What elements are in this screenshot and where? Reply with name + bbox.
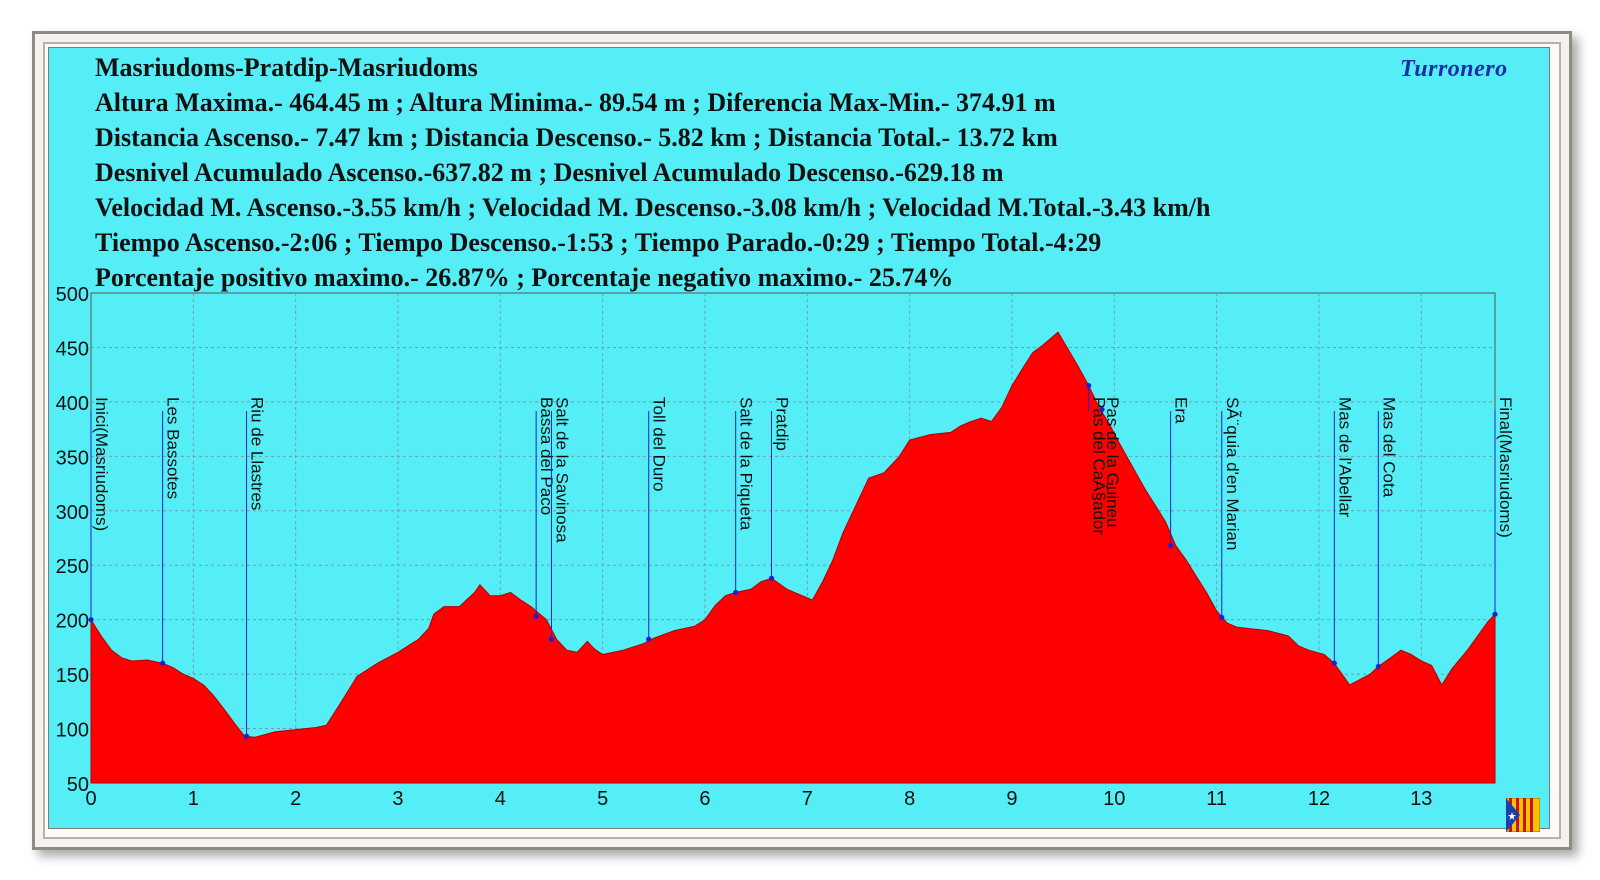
waypoint-label: Toll del Duro bbox=[650, 397, 669, 492]
waypoint-label: Salt de la Piqueta bbox=[737, 397, 756, 531]
elevation-fill bbox=[90, 331, 1496, 784]
flag-icon bbox=[1506, 798, 1540, 832]
elevation-area bbox=[90, 331, 1496, 784]
waypoint-label: Inici(Masriudoms) bbox=[92, 397, 111, 531]
y-tick-label: 400 bbox=[56, 393, 89, 415]
x-tick-label: 9 bbox=[1006, 788, 1017, 810]
waypoint-marker bbox=[768, 575, 775, 581]
stats-header: Masriudoms-Pratdip-Masriudoms Altura Max… bbox=[95, 50, 1445, 295]
x-tick-label: 6 bbox=[699, 788, 710, 810]
y-tick-label: 450 bbox=[56, 338, 89, 360]
x-tick-label: 13 bbox=[1410, 788, 1432, 810]
x-tick-label: 0 bbox=[85, 788, 96, 810]
waypoint-label: Les Bassotes bbox=[164, 397, 183, 499]
x-tick-label: 7 bbox=[802, 788, 813, 810]
waypoint-label: Era bbox=[1172, 397, 1191, 424]
stat-line-speed: Velocidad M. Ascenso.-3.55 km/h ; Veloci… bbox=[95, 193, 1211, 222]
y-tick-label: 250 bbox=[56, 556, 89, 578]
y-tick-label: 100 bbox=[56, 720, 89, 742]
stat-line-altitude: Altura Maxima.- 464.45 m ; Altura Minima… bbox=[95, 88, 1056, 117]
x-tick-label: 11 bbox=[1206, 788, 1227, 810]
waypoint-label: Pratdip bbox=[773, 397, 792, 451]
waypoint-label: SÃ¨quia d'en Marian bbox=[1223, 397, 1242, 551]
waypoint-marker bbox=[1099, 406, 1105, 413]
waypoint-label: Mas del Cota bbox=[1379, 397, 1398, 498]
waypoint-label: Final(Masriudoms) bbox=[1496, 397, 1515, 538]
waypoint-marker bbox=[1219, 614, 1225, 621]
route-title: Masriudoms-Pratdip-Masriudoms bbox=[95, 53, 478, 82]
waypoint-marker bbox=[243, 733, 250, 739]
x-tick-label: 5 bbox=[597, 788, 608, 810]
waypoint-marker bbox=[1086, 382, 1092, 389]
waypoint-label: Salt de la Savinosa bbox=[553, 397, 572, 543]
waypoint-marker bbox=[88, 617, 94, 623]
waypoint-marker bbox=[646, 636, 652, 642]
waypoint-marker bbox=[1331, 660, 1337, 666]
waypoint-label: Riu de Llastres bbox=[248, 397, 267, 510]
x-tick-label: 3 bbox=[392, 788, 403, 810]
brand-signature: Turronero bbox=[1400, 56, 1508, 82]
stat-line-elevation-gain: Desnivel Acumulado Ascenso.-637.82 m ; D… bbox=[95, 158, 1004, 187]
waypoint-label: Pas del CaÃ§ador bbox=[1090, 397, 1109, 535]
x-tick-label: 8 bbox=[904, 788, 915, 810]
x-tick-label: 10 bbox=[1103, 788, 1125, 810]
x-tick-label: 4 bbox=[495, 788, 506, 810]
y-tick-label: 150 bbox=[56, 665, 89, 687]
y-tick-label: 500 bbox=[56, 284, 89, 306]
waypoint-marker bbox=[533, 613, 539, 620]
waypoint-marker bbox=[160, 660, 166, 666]
stat-line-slope: Porcentaje positivo maximo.- 26.87% ; Po… bbox=[95, 263, 954, 292]
waypoint-marker bbox=[548, 636, 555, 642]
waypoint-label: Mas de l'Abellar bbox=[1335, 397, 1354, 518]
x-tick-label: 2 bbox=[290, 788, 301, 810]
y-tick-label: 300 bbox=[56, 502, 89, 524]
waypoint-marker bbox=[1492, 611, 1498, 617]
waypoint-marker bbox=[733, 589, 739, 596]
y-tick-label: 50 bbox=[67, 774, 89, 796]
waypoint-marker bbox=[1168, 543, 1174, 549]
waypoints: Inici(Masriudoms) Les Bassotes Riu de Llas… bbox=[88, 382, 1515, 739]
waypoint-label: Pas de la Guineu bbox=[1103, 397, 1122, 527]
x-tick-label: 12 bbox=[1308, 788, 1330, 810]
waypoint-marker bbox=[1375, 663, 1381, 670]
y-tick-label: 350 bbox=[56, 447, 89, 469]
stat-line-distance: Distancia Ascenso.- 7.47 km ; Distancia … bbox=[95, 123, 1058, 152]
y-tick-label: 200 bbox=[56, 611, 89, 633]
x-tick-label: 1 bbox=[188, 788, 199, 810]
stat-line-time: Tiempo Ascenso.-2:06 ; Tiempo Descenso.-… bbox=[95, 228, 1102, 257]
